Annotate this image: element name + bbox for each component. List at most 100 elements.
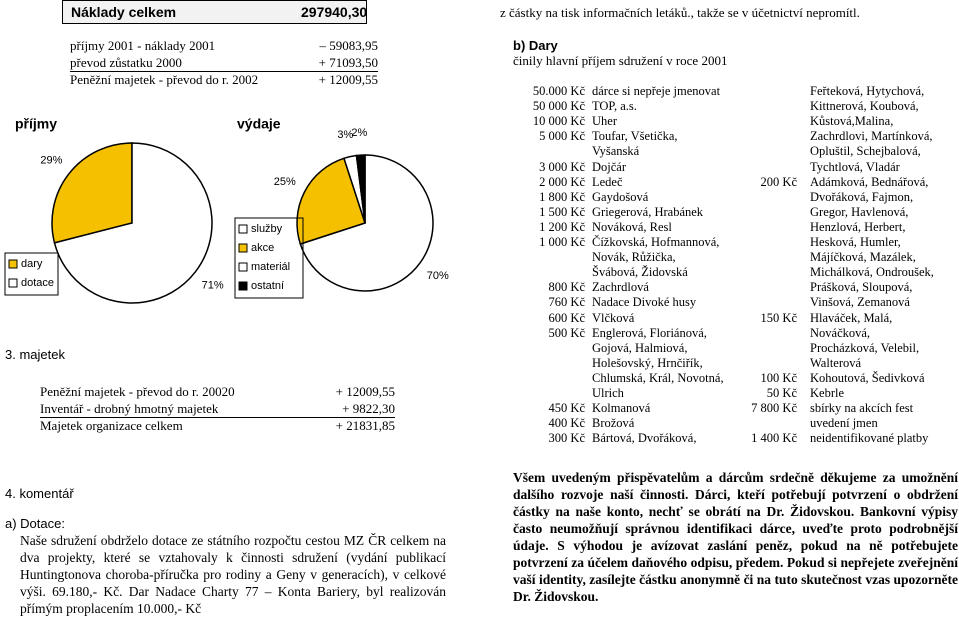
- header-box: Náklady celkem 297940,30: [62, 0, 367, 24]
- table-cell: 1 400 Kč: [751, 431, 797, 446]
- table-cell: Griegerová, Hrabánek: [592, 204, 704, 219]
- slice-label: 2%: [351, 127, 367, 139]
- thanks: Všem uvedeným přispěvatelům a dárcům srd…: [513, 470, 958, 604]
- table-cell: dárce si nepřeje jmenovat: [592, 84, 721, 98]
- row: Peněžní majetek - převod do r. 2002 + 120…: [70, 72, 378, 88]
- chart-title: výdaje: [237, 116, 281, 132]
- row-value: + 21831,85: [335, 418, 395, 433]
- header-value: 297940,30: [301, 4, 368, 20]
- legend-swatch: [238, 224, 248, 234]
- table-cell: 200 Kč: [760, 174, 797, 189]
- table-cell: sbírky na akcích fest: [810, 401, 914, 416]
- table-cell: 1 500 Kč: [539, 204, 585, 219]
- header-label: Náklady celkem: [71, 4, 177, 20]
- table-cell: Švábová, Židovská: [592, 265, 688, 280]
- row-value: + 71093,50: [318, 55, 378, 70]
- pie-slice: [296, 157, 366, 245]
- table-cell: Bártová, Dvořáková,: [592, 431, 697, 446]
- pie-slice: [51, 142, 133, 244]
- table-cell: Uher: [592, 114, 617, 129]
- row-value: + 12009,55: [318, 72, 378, 87]
- table-cell: Tychtlová, Vladár: [810, 159, 900, 174]
- legend-box: [234, 217, 304, 299]
- table-cell: Gaydošová: [592, 189, 649, 204]
- comment: Naše sdružení obdrželo dotace ze státníh…: [20, 533, 446, 616]
- table-cell: Zachrdlová: [592, 280, 649, 295]
- table-cell: Gojová, Halmiová,: [592, 340, 688, 355]
- chart-title: příjmy: [15, 116, 57, 132]
- table-cell: Hesková, Humler,: [810, 235, 901, 249]
- pie-charts: příjmy 29% 71% dary dotace výdaje 70% 25% 3%2% sl…: [4, 116, 449, 304]
- table-cell: 450 Kč: [548, 401, 585, 416]
- table-cell: Hlaváček, Malá,: [810, 310, 893, 325]
- row: příjmy 2001 - náklady 2001 – 59083,95: [70, 38, 378, 54]
- table-cell: uvedení jmen: [810, 416, 878, 431]
- table-cell: 2 000 Kč: [539, 174, 585, 189]
- table-cell: Adámková, Bednářová,: [810, 174, 929, 189]
- table-cell: Prášková, Sloupová,: [810, 280, 913, 295]
- table-cell: 400 Kč: [548, 416, 585, 431]
- legend-box: [4, 252, 59, 296]
- table-cell: Kůstová,Malina,: [810, 114, 894, 129]
- table-cell: Čížkovská, Hofmannová,: [592, 235, 720, 249]
- table-cell: Vyšanská: [592, 144, 640, 159]
- table-cell: 600 Kč: [548, 310, 585, 325]
- row: Peněžní majetek - převod do r. 20020 + 12…: [40, 384, 395, 400]
- section-title: 4. komentář: [5, 486, 74, 501]
- row-value: + 12009,55: [335, 384, 395, 399]
- legend-swatch: [8, 259, 18, 269]
- row-label: Inventář - drobný hmotný majetek: [40, 401, 219, 416]
- table-cell: Ledeč: [592, 174, 623, 189]
- slice-label: 71%: [202, 279, 224, 291]
- row: převod zůstatku 2000 + 71093,50: [70, 55, 378, 72]
- table-cell: Zachrdlovi, Martínková,: [810, 129, 933, 144]
- row: Inventář - drobný hmotný majetek + 9822,3…: [40, 401, 395, 418]
- table-cell: Procházková, Velebil,: [810, 340, 920, 355]
- table-cell: TOP, a.s.: [592, 99, 637, 114]
- row-value: – 59083,95: [319, 38, 379, 53]
- table-cell: Nováková, Resl: [592, 219, 672, 234]
- row-label: převod zůstatku 2000: [70, 55, 182, 70]
- legend-swatch: [238, 262, 248, 272]
- table-cell: 1 800 Kč: [539, 189, 585, 204]
- table-cell: 1 200 Kč: [539, 219, 585, 234]
- table-cell: 50.000 Kč: [532, 84, 585, 98]
- row: Majetek organizace celkem + 21831,85: [40, 418, 395, 434]
- table-cell: 10 000 Kč: [532, 114, 585, 129]
- table-cell: 800 Kč: [548, 280, 585, 295]
- table-cell: Walterová: [810, 355, 862, 370]
- heading: b) Dary: [513, 38, 558, 53]
- section-title: 3. majetek: [5, 347, 65, 362]
- slice-label: 29%: [40, 154, 62, 166]
- row-label: Peněžní majetek - převod do r. 2002: [70, 72, 259, 87]
- table-cell: Vlčková: [592, 310, 635, 325]
- row-label: Majetek organizace celkem: [40, 418, 183, 433]
- slice-label: 3%: [337, 129, 353, 141]
- table-cell: Opluštil, Schejbalová,: [810, 144, 921, 159]
- legend-label: ostatní: [251, 280, 284, 292]
- table-cell: 50 Kč: [766, 386, 797, 400]
- legend-swatch: [8, 278, 18, 288]
- table-cell: Holešovský, Hrnčiřík,: [592, 355, 703, 370]
- table-cell: Brožová: [592, 416, 635, 431]
- slice-label: 70%: [427, 270, 449, 282]
- table-cell: Henzlová, Herbert,: [810, 219, 906, 234]
- table-cell: Májíčková, Mazálek,: [810, 250, 916, 265]
- table-cell: Dojčár: [592, 159, 627, 174]
- table-cell: 300 Kč: [548, 431, 585, 446]
- table-cell: Dvořáková, Fajmon,: [810, 189, 914, 204]
- table-cell: Chlumská, Král, Novotná,: [592, 370, 724, 385]
- row-label: Peněžní majetek - převod do r. 20020: [40, 384, 235, 399]
- table-cell: Feřteková, Hytychová,: [810, 84, 925, 98]
- table-cell: 760 Kč: [548, 295, 585, 310]
- table-cell: 100 Kč: [760, 370, 797, 385]
- subheading: činily hlavní příjem sdružení v roce 200…: [513, 53, 728, 68]
- pie-slice: [53, 142, 213, 304]
- table-cell: Nadace Divoké husy: [592, 295, 697, 310]
- slice-label: 25%: [274, 176, 296, 188]
- donor-table: 50.000 Kč dárce si nepřeje jmenovat Feřtek…: [500, 84, 959, 454]
- table-cell: Toufar, Všetička,: [592, 129, 678, 144]
- table-cell: Gregor, Havlenová,: [810, 204, 909, 219]
- table-cell: 5 000 Kč: [539, 129, 585, 144]
